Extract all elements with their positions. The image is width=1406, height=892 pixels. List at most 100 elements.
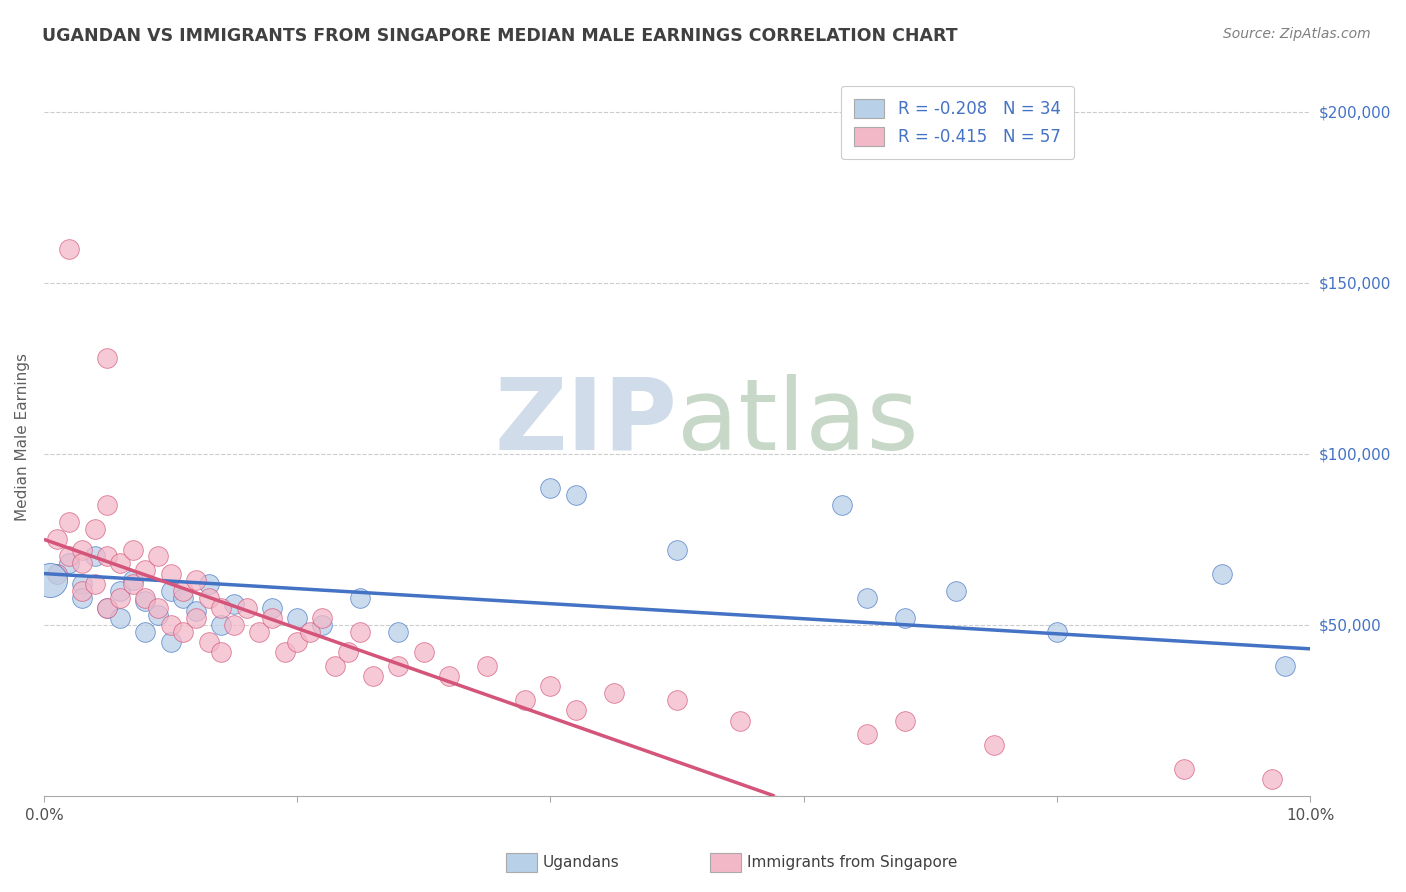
Point	[666, 542, 689, 557]
Point	[134, 624, 156, 639]
Point	[108, 557, 131, 571]
Point	[70, 591, 93, 605]
Point	[184, 604, 207, 618]
Point	[273, 645, 295, 659]
Point	[70, 542, 93, 557]
Point	[146, 607, 169, 622]
Point	[311, 618, 333, 632]
Point	[146, 549, 169, 564]
Point	[475, 659, 498, 673]
Legend: R = -0.208   N = 34, R = -0.415   N = 57: R = -0.208 N = 34, R = -0.415 N = 57	[841, 86, 1074, 160]
Point	[70, 583, 93, 598]
Point	[983, 738, 1005, 752]
Text: Immigrants from Singapore: Immigrants from Singapore	[747, 855, 957, 870]
Y-axis label: Median Male Earnings: Median Male Earnings	[15, 352, 30, 521]
Point	[159, 566, 181, 581]
Point	[83, 577, 105, 591]
Point	[247, 624, 270, 639]
Point	[184, 574, 207, 588]
Point	[565, 703, 588, 717]
Point	[159, 583, 181, 598]
Point	[323, 659, 346, 673]
Text: UGANDAN VS IMMIGRANTS FROM SINGAPORE MEDIAN MALE EARNINGS CORRELATION CHART: UGANDAN VS IMMIGRANTS FROM SINGAPORE MED…	[42, 27, 957, 45]
Point	[134, 563, 156, 577]
Point	[565, 488, 588, 502]
Point	[58, 242, 80, 256]
Point	[1046, 624, 1069, 639]
Point	[159, 635, 181, 649]
Point	[387, 659, 409, 673]
Point	[666, 693, 689, 707]
Point	[96, 498, 118, 512]
Point	[172, 583, 194, 598]
Point	[1211, 566, 1233, 581]
Point	[1173, 762, 1195, 776]
Point	[361, 669, 384, 683]
Point	[197, 635, 219, 649]
Text: Ugandans: Ugandans	[543, 855, 620, 870]
Point	[70, 557, 93, 571]
Point	[197, 577, 219, 591]
Point	[83, 522, 105, 536]
Point	[58, 515, 80, 529]
Point	[1261, 772, 1284, 786]
Point	[45, 533, 67, 547]
Point	[349, 624, 371, 639]
Point	[412, 645, 434, 659]
Point	[45, 566, 67, 581]
Point	[285, 611, 308, 625]
Point	[96, 600, 118, 615]
Point	[172, 624, 194, 639]
Point	[134, 591, 156, 605]
Point	[894, 714, 917, 728]
Point	[1274, 659, 1296, 673]
Point	[387, 624, 409, 639]
Point	[108, 591, 131, 605]
Point	[209, 600, 232, 615]
Point	[349, 591, 371, 605]
Point	[209, 645, 232, 659]
Point	[336, 645, 359, 659]
Point	[285, 635, 308, 649]
Point	[856, 727, 879, 741]
Point	[437, 669, 460, 683]
Point	[260, 600, 283, 615]
Point	[831, 498, 853, 512]
Point	[222, 598, 245, 612]
Point	[146, 600, 169, 615]
Point	[894, 611, 917, 625]
Text: Source: ZipAtlas.com: Source: ZipAtlas.com	[1223, 27, 1371, 41]
Point	[172, 591, 194, 605]
Point	[197, 591, 219, 605]
Point	[730, 714, 752, 728]
Point	[39, 574, 62, 588]
Point	[298, 624, 321, 639]
Point	[83, 549, 105, 564]
Point	[121, 574, 143, 588]
Text: ZIP: ZIP	[495, 374, 678, 471]
Text: atlas: atlas	[678, 374, 918, 471]
Point	[222, 618, 245, 632]
Point	[311, 611, 333, 625]
Point	[513, 693, 536, 707]
Point	[209, 618, 232, 632]
Point	[945, 583, 967, 598]
Point	[96, 549, 118, 564]
Point	[121, 577, 143, 591]
Point	[540, 481, 562, 495]
Point	[184, 611, 207, 625]
Point	[108, 611, 131, 625]
Point	[260, 611, 283, 625]
Point	[96, 600, 118, 615]
Point	[235, 600, 257, 615]
Point	[603, 686, 626, 700]
Point	[159, 618, 181, 632]
Point	[45, 566, 67, 581]
Point	[70, 577, 93, 591]
Point	[121, 542, 143, 557]
Point	[856, 591, 879, 605]
Point	[58, 557, 80, 571]
Point	[108, 583, 131, 598]
Point	[134, 594, 156, 608]
Point	[540, 680, 562, 694]
